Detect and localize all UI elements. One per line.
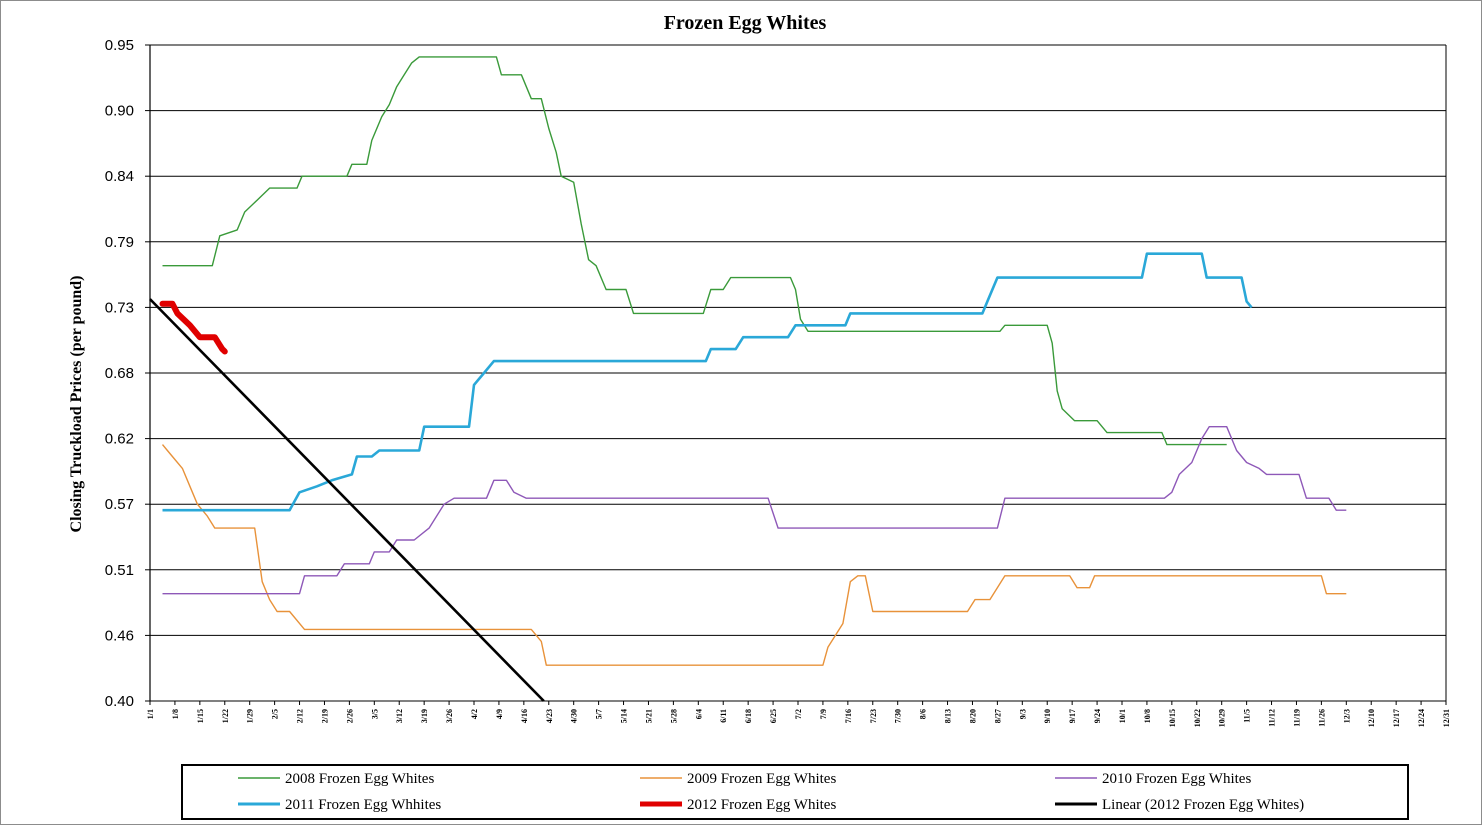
x-tick-label: 4/16 <box>520 709 529 723</box>
x-tick-label: 7/2 <box>794 709 803 719</box>
y-tick-label: 0.95 <box>105 37 134 54</box>
chart-title: Frozen Egg Whites <box>664 12 827 34</box>
x-axis-ticks: 1/1 1/8 1/15 1/22 1/29 2/5 2/12 2/19 2/26 3/5 3/12… <box>146 701 1451 727</box>
legend-box <box>181 764 1409 820</box>
x-tick-label: 4/2 <box>470 709 479 719</box>
x-tick-label: 7/9 <box>819 709 828 719</box>
x-tick-label: 8/20 <box>968 709 977 723</box>
y-axis-label: Closing Truckload Prices (per pound) <box>68 276 85 533</box>
x-tick-label: 10/15 <box>1168 709 1177 727</box>
y-tick-label: 0.40 <box>105 693 134 710</box>
series-line-1 <box>161 444 1347 666</box>
x-tick-label: 5/7 <box>595 709 604 719</box>
x-tick-label: 5/21 <box>644 709 653 723</box>
x-tick-label: 10/8 <box>1143 709 1152 723</box>
x-tick-label: 8/13 <box>944 709 953 723</box>
y-tick-label: 0.68 <box>105 365 134 382</box>
x-tick-label: 1/8 <box>171 709 180 719</box>
series-line-0 <box>162 56 1227 446</box>
x-tick-label: 7/23 <box>869 709 878 723</box>
x-tick-label: 12/3 <box>1342 709 1351 723</box>
x-tick-label: 4/23 <box>545 709 554 723</box>
legend-label: 2012 Frozen Egg Whites <box>687 797 836 813</box>
x-tick-label: 11/12 <box>1268 709 1277 727</box>
x-tick-label: 3/12 <box>395 709 404 723</box>
y-tick-label: 0.79 <box>105 234 134 251</box>
y-tick-label: 0.84 <box>105 168 134 185</box>
y-tick-label: 0.51 <box>105 562 134 579</box>
legend-label: 2009 Frozen Egg Whites <box>687 771 836 787</box>
x-tick-label: 2/12 <box>296 709 305 723</box>
x-tick-label: 12/10 <box>1367 709 1376 727</box>
x-tick-label: 3/5 <box>370 709 379 719</box>
x-tick-label: 9/17 <box>1068 709 1077 723</box>
x-tick-label: 11/26 <box>1317 709 1326 727</box>
y-tick-label: 0.73 <box>105 299 134 316</box>
x-tick-label: 2/5 <box>271 709 280 719</box>
x-tick-label: 1/29 <box>246 709 255 723</box>
x-tick-label: 6/25 <box>769 709 778 723</box>
x-tick-label: 3/26 <box>445 709 454 723</box>
y-tick-label: 0.62 <box>105 431 134 448</box>
y-tick-label: 0.57 <box>105 496 134 513</box>
series-lines <box>149 56 1347 702</box>
x-tick-label: 4/9 <box>495 709 504 719</box>
x-tick-label: 12/24 <box>1417 709 1426 727</box>
x-tick-label: 9/10 <box>1043 709 1052 723</box>
x-tick-label: 11/5 <box>1243 709 1252 723</box>
x-tick-label: 11/19 <box>1292 709 1301 727</box>
series-line-3 <box>162 252 1253 512</box>
series-line-2 <box>162 426 1347 595</box>
y-tick-label: 0.46 <box>105 627 134 644</box>
legend: 2008 Frozen Egg Whites 2009 Frozen Egg Wh… <box>181 764 1409 820</box>
x-tick-label: 2/26 <box>345 709 354 723</box>
x-tick-label: 6/11 <box>719 709 728 723</box>
x-tick-label: 7/30 <box>894 709 903 723</box>
x-tick-label: 5/14 <box>620 709 629 723</box>
x-tick-label: 1/15 <box>196 709 205 723</box>
x-tick-label: 8/27 <box>993 709 1002 723</box>
x-tick-label: 5/28 <box>669 709 678 723</box>
x-tick-label: 8/6 <box>919 709 928 719</box>
series-line-5 <box>149 298 545 702</box>
x-tick-label: 1/22 <box>221 709 230 723</box>
x-tick-label: 2/19 <box>320 709 329 723</box>
x-tick-label: 4/30 <box>570 709 579 723</box>
x-tick-label: 6/18 <box>744 709 753 723</box>
x-tick-label: 10/29 <box>1218 709 1227 727</box>
gridlines <box>149 44 1447 702</box>
x-tick-label: 9/3 <box>1018 709 1027 719</box>
x-tick-label: 7/16 <box>844 709 853 723</box>
x-tick-label: 1/1 <box>146 709 155 719</box>
legend-label: 2008 Frozen Egg Whites <box>285 771 434 787</box>
x-tick-label: 6/4 <box>694 709 703 719</box>
legend-label: 2010 Frozen Egg Whites <box>1102 771 1251 787</box>
x-tick-label: 10/1 <box>1118 709 1127 723</box>
legend-label: Linear (2012 Frozen Egg Whites) <box>1102 797 1304 813</box>
x-tick-label: 3/19 <box>420 709 429 723</box>
y-axis-ticks: 0.40 0.46 0.51 0.57 0.62 0.68 0.73 0.79 0.84 0.90… <box>105 37 150 710</box>
x-tick-label: 9/24 <box>1093 709 1102 723</box>
series-line-4 <box>159 300 228 355</box>
legend-label: 2011 Frozen Egg Whhites <box>285 797 441 813</box>
x-tick-label: 12/17 <box>1392 709 1401 727</box>
x-tick-label: 10/22 <box>1193 709 1202 727</box>
x-tick-label: 12/31 <box>1442 709 1451 727</box>
y-tick-label: 0.90 <box>105 103 134 120</box>
